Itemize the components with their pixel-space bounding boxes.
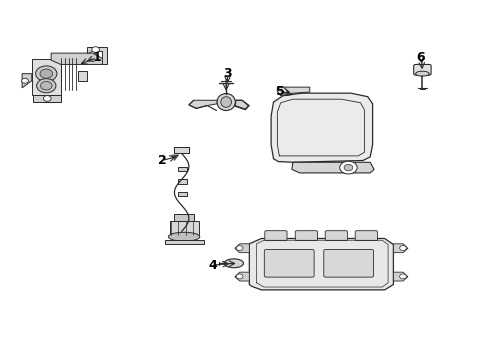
Ellipse shape bbox=[221, 97, 231, 107]
Circle shape bbox=[92, 47, 99, 53]
Polygon shape bbox=[33, 95, 61, 102]
FancyBboxPatch shape bbox=[264, 231, 286, 240]
Polygon shape bbox=[165, 239, 203, 244]
Polygon shape bbox=[178, 167, 187, 171]
Circle shape bbox=[399, 274, 406, 279]
Circle shape bbox=[36, 66, 57, 81]
Circle shape bbox=[399, 246, 406, 251]
Text: 6: 6 bbox=[416, 51, 425, 64]
Polygon shape bbox=[277, 87, 309, 96]
Polygon shape bbox=[188, 100, 217, 108]
Circle shape bbox=[236, 274, 243, 279]
Polygon shape bbox=[393, 272, 407, 281]
Text: 2: 2 bbox=[158, 154, 166, 167]
Polygon shape bbox=[22, 74, 32, 88]
FancyBboxPatch shape bbox=[295, 231, 317, 240]
Ellipse shape bbox=[217, 94, 235, 111]
Polygon shape bbox=[78, 71, 87, 81]
Polygon shape bbox=[249, 238, 393, 290]
Polygon shape bbox=[87, 47, 106, 64]
Polygon shape bbox=[270, 93, 372, 162]
Polygon shape bbox=[169, 221, 198, 237]
Text: 1: 1 bbox=[93, 51, 101, 64]
Circle shape bbox=[41, 81, 52, 90]
Ellipse shape bbox=[168, 232, 200, 241]
Polygon shape bbox=[178, 192, 187, 196]
Circle shape bbox=[37, 78, 56, 93]
Polygon shape bbox=[32, 59, 61, 95]
Circle shape bbox=[236, 246, 243, 251]
Polygon shape bbox=[178, 179, 187, 184]
Text: 4: 4 bbox=[208, 258, 217, 271]
FancyBboxPatch shape bbox=[413, 64, 430, 75]
Text: 5: 5 bbox=[276, 85, 285, 98]
Polygon shape bbox=[234, 244, 249, 253]
Text: 3: 3 bbox=[223, 67, 231, 80]
Polygon shape bbox=[291, 162, 373, 173]
Polygon shape bbox=[234, 100, 249, 110]
FancyBboxPatch shape bbox=[325, 231, 347, 240]
FancyBboxPatch shape bbox=[264, 249, 313, 277]
Circle shape bbox=[21, 78, 28, 83]
Circle shape bbox=[40, 69, 53, 78]
Circle shape bbox=[344, 165, 352, 171]
Polygon shape bbox=[51, 53, 104, 64]
FancyBboxPatch shape bbox=[354, 231, 377, 240]
Ellipse shape bbox=[224, 259, 243, 268]
Circle shape bbox=[43, 96, 51, 101]
Polygon shape bbox=[234, 272, 249, 281]
Polygon shape bbox=[174, 147, 188, 153]
Polygon shape bbox=[174, 214, 193, 221]
Polygon shape bbox=[393, 244, 407, 253]
Ellipse shape bbox=[415, 71, 428, 76]
Circle shape bbox=[339, 161, 356, 174]
FancyBboxPatch shape bbox=[323, 249, 373, 277]
